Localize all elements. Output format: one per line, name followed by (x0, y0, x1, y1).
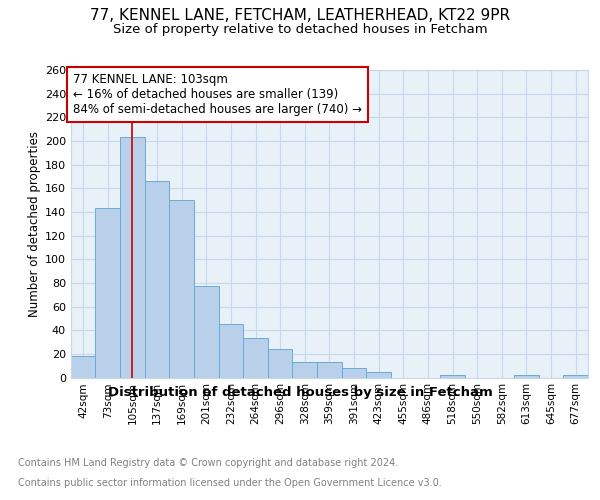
Text: Size of property relative to detached houses in Fetcham: Size of property relative to detached ho… (113, 22, 487, 36)
Bar (563, 375, 588, 378)
Bar (243, 338, 268, 378)
Bar (169, 200, 194, 378)
Bar (292, 362, 317, 378)
Y-axis label: Number of detached properties: Number of detached properties (28, 130, 41, 317)
Bar (95, 208, 120, 378)
Text: Distribution of detached houses by size in Fetcham: Distribution of detached houses by size … (107, 386, 493, 399)
Bar (194, 286, 218, 378)
Text: Contains HM Land Registry data © Crown copyright and database right 2024.: Contains HM Land Registry data © Crown c… (18, 458, 398, 468)
Text: Contains public sector information licensed under the Open Government Licence v3: Contains public sector information licen… (18, 478, 442, 488)
Bar (218, 324, 243, 378)
Bar (71, 356, 95, 378)
Bar (367, 372, 391, 378)
Bar (120, 138, 145, 378)
Bar (145, 181, 169, 378)
Bar (317, 362, 342, 378)
Text: 77, KENNEL LANE, FETCHAM, LEATHERHEAD, KT22 9PR: 77, KENNEL LANE, FETCHAM, LEATHERHEAD, K… (90, 8, 510, 22)
Bar (440, 375, 465, 378)
Bar (268, 349, 292, 378)
Text: 77 KENNEL LANE: 103sqm
← 16% of detached houses are smaller (139)
84% of semi-de: 77 KENNEL LANE: 103sqm ← 16% of detached… (73, 73, 362, 116)
Bar (514, 375, 539, 378)
Bar (342, 368, 367, 378)
